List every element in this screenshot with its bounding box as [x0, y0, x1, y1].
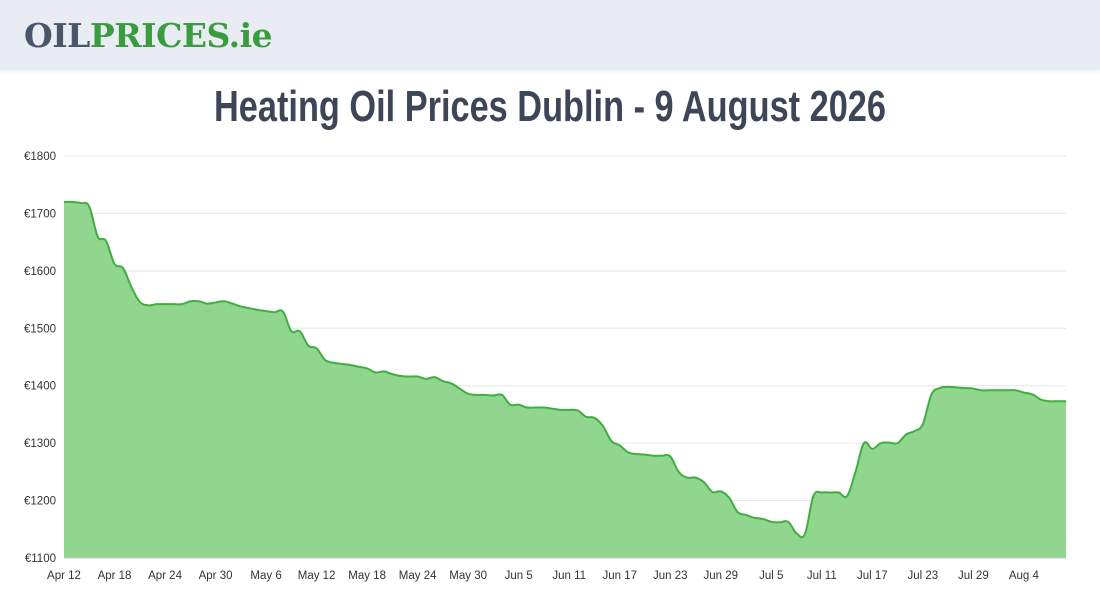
y-tick-label: €1100 [25, 553, 56, 565]
x-tick-label: Jul 17 [857, 570, 888, 582]
y-tick-label: €1800 [24, 151, 56, 163]
x-axis-ticks: Apr 12 Apr 18 Apr 24 Apr 30 May 6 May 12 May 1… [47, 570, 1039, 582]
site-header: OILPRICES.ie [0, 0, 1100, 70]
x-tick-label: May 24 [399, 570, 437, 582]
price-line [63, 200, 1066, 539]
x-tick-label: Apr 12 [47, 570, 81, 582]
x-tick-label: Jul 29 [958, 570, 989, 582]
x-tick-label: Jul 5 [759, 570, 783, 582]
x-tick-label: Jun 17 [602, 570, 637, 582]
logo-part-prices: PRICES [89, 16, 229, 55]
y-axis-ticks: €1100 €1200 €1300 €1400 €1500 €1600 €1700 €1800 [24, 151, 56, 565]
logo-part-domain: .ie [228, 16, 273, 55]
x-tick-label: Apr 30 [199, 570, 233, 582]
site-logo[interactable]: OILPRICES.ie [24, 16, 273, 56]
x-tick-label: Jun 23 [653, 570, 688, 582]
x-tick-label: Jun 29 [704, 570, 739, 582]
logo-part-oil: OIL [24, 16, 90, 55]
x-tick-label: May 30 [449, 570, 487, 582]
y-tick-label: €1200 [24, 496, 56, 508]
x-tick-label: May 18 [348, 570, 386, 582]
page-title: Heating Oil Prices Dublin - 9 August 202… [214, 82, 886, 131]
x-tick-label: Jul 11 [807, 570, 837, 582]
x-tick-label: Aug 4 [1009, 570, 1040, 582]
y-tick-label: €1700 [24, 208, 56, 220]
y-tick-label: €1600 [24, 266, 56, 278]
y-tick-label: €1500 [24, 323, 56, 335]
x-tick-label: May 12 [298, 570, 336, 582]
price-area [64, 201, 1066, 558]
y-tick-label: €1400 [24, 381, 56, 393]
y-tick-label: €1300 [24, 438, 56, 450]
x-tick-label: Apr 24 [148, 570, 182, 582]
x-tick-label: Jul 23 [908, 570, 939, 582]
x-tick-label: May 6 [250, 570, 281, 582]
x-tick-label: Jun 11 [552, 570, 586, 582]
x-tick-label: Apr 18 [98, 570, 132, 582]
x-tick-label: Jun 5 [505, 570, 533, 582]
